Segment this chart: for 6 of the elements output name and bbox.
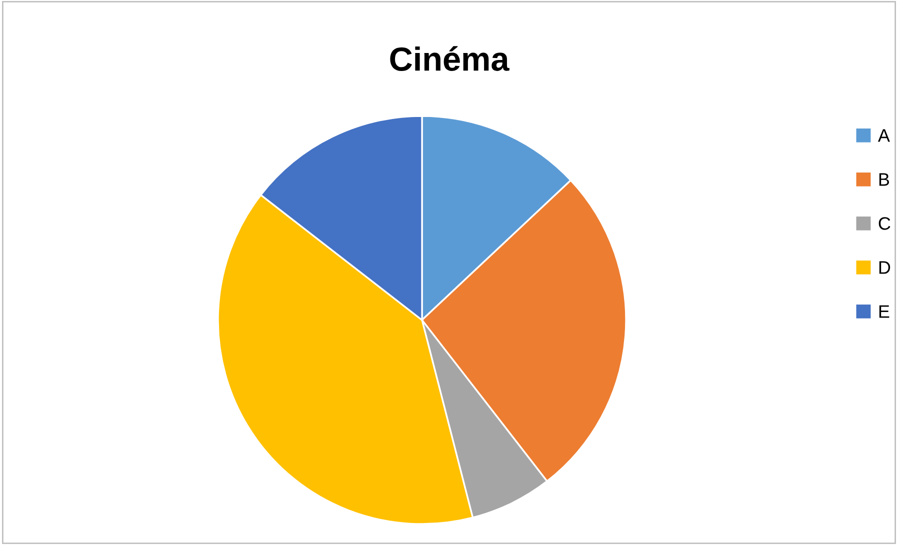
legend-label: C (878, 217, 890, 230)
legend-label: D (879, 261, 890, 274)
legend-label: E (879, 305, 890, 318)
legend-label: A (878, 129, 890, 142)
legend-label: B (879, 173, 890, 186)
chart-title: Cinéma (390, 46, 510, 71)
